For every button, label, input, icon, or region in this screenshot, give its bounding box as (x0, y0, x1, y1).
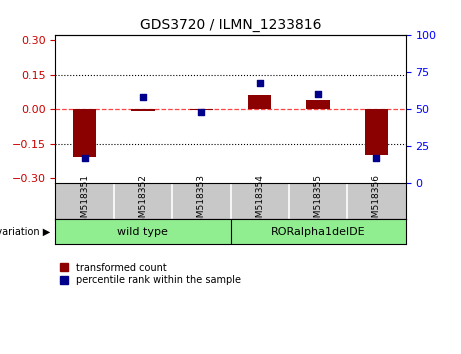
Bar (73, 109, 96, 157)
Text: GSM518355: GSM518355 (313, 173, 323, 229)
Title: GDS3720 / ILMN_1233816: GDS3720 / ILMN_1233816 (140, 18, 321, 32)
Legend: transformed count, percentile rank within the sample: transformed count, percentile rank withi… (60, 263, 241, 285)
Bar (307, 100, 330, 109)
Point (373, 155, 380, 160)
Point (81, 155, 88, 160)
Text: GSM518352: GSM518352 (138, 173, 148, 229)
Point (198, 109, 205, 115)
Point (139, 95, 147, 100)
Bar (189, 109, 213, 110)
Text: GSM518356: GSM518356 (372, 173, 381, 229)
Text: GSM518354: GSM518354 (255, 173, 264, 229)
Text: GSM518353: GSM518353 (197, 173, 206, 229)
Point (314, 91, 322, 97)
Point (256, 80, 263, 85)
Text: wild type: wild type (118, 227, 168, 237)
Bar (248, 95, 272, 109)
Text: GSM518351: GSM518351 (80, 173, 89, 229)
Bar (365, 109, 388, 155)
Text: RORalpha1delDE: RORalpha1delDE (271, 227, 366, 237)
Text: genotype/variation ▶: genotype/variation ▶ (0, 227, 51, 237)
Bar (131, 109, 154, 111)
